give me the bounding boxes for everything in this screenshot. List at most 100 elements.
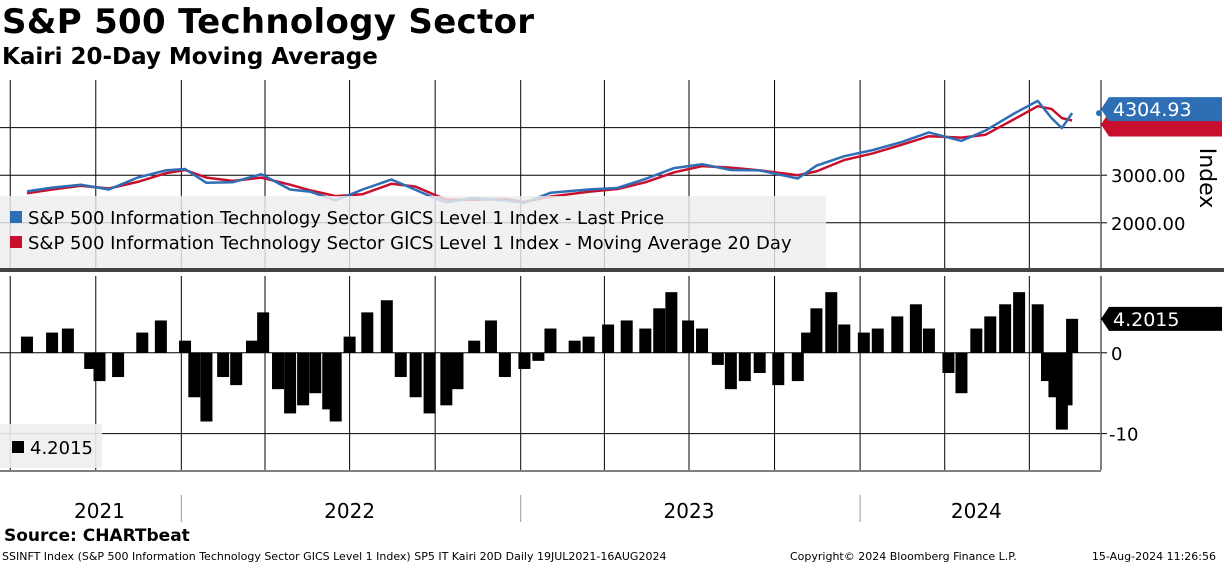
legend-item-moving-average: S&P 500 Information Technology Sector GI… bbox=[10, 233, 792, 254]
kairi-bar bbox=[468, 340, 481, 353]
kairi-bar bbox=[724, 352, 737, 390]
kairi-bar bbox=[20, 336, 33, 353]
legend-item-last-price: S&P 500 Information Technology Sector GI… bbox=[10, 208, 664, 229]
axes: 3000.00 2000.00 Index 0 -10 2021 2022 2023 2024 4… bbox=[0, 80, 1224, 523]
kairi-bar bbox=[61, 328, 74, 353]
kairi-bar bbox=[602, 324, 615, 353]
kairi-bar bbox=[112, 352, 125, 378]
kairi-bar bbox=[518, 352, 531, 369]
kairi-bar bbox=[984, 316, 997, 353]
kairi-bar bbox=[84, 352, 97, 369]
kairi-legend: 4.2015 bbox=[0, 424, 102, 468]
legend-label-kairi: 4.2015 bbox=[30, 438, 93, 459]
kairi-bar bbox=[309, 352, 322, 394]
kairi-bar bbox=[46, 332, 59, 353]
x-tick-label: 2021 bbox=[74, 499, 125, 523]
legend-label-last-price: S&P 500 Information Technology Sector GI… bbox=[28, 208, 665, 229]
kairi-bar bbox=[93, 352, 106, 382]
kairi-bar bbox=[955, 352, 968, 394]
kairi-bar bbox=[999, 304, 1012, 353]
kairi-bar bbox=[891, 316, 904, 353]
kairi-bar bbox=[409, 352, 422, 398]
kairi-bar bbox=[568, 340, 581, 353]
kairi-bar bbox=[154, 320, 167, 353]
kairi-bar bbox=[582, 336, 595, 353]
y-tick-label: 3000.00 bbox=[1111, 166, 1185, 187]
last-price-value: 4304.93 bbox=[1113, 99, 1192, 121]
kairi-bar bbox=[297, 352, 310, 406]
legend-swatch-moving-average bbox=[10, 236, 22, 248]
kairi-last-value-flag bbox=[1101, 306, 1222, 331]
y-axis-label: Index bbox=[1194, 148, 1219, 209]
kairi-bar bbox=[653, 308, 666, 353]
kairi-bar bbox=[838, 324, 851, 353]
legend-label-moving-average: S&P 500 Information Technology Sector GI… bbox=[28, 233, 792, 254]
kairi-bar bbox=[1060, 352, 1073, 406]
chart-title: S&P 500 Technology Sector bbox=[2, 2, 535, 42]
source-label: Source: CHARTbeat bbox=[4, 526, 190, 546]
x-tick-label: 2022 bbox=[324, 499, 375, 523]
kairi-bar bbox=[284, 352, 297, 414]
kairi-bar bbox=[329, 352, 342, 422]
kairi-bar bbox=[738, 352, 751, 382]
price-legend: S&P 500 Information Technology Sector GI… bbox=[0, 196, 826, 268]
gridlines bbox=[0, 80, 1100, 470]
kairi-bar bbox=[257, 312, 270, 353]
kairi-bar bbox=[179, 340, 192, 353]
kairi-bar bbox=[343, 336, 356, 353]
kairi-bar bbox=[871, 328, 884, 353]
kairi-last-value: 4.2015 bbox=[1113, 309, 1179, 331]
kairi-bar bbox=[772, 352, 785, 386]
kairi-bar bbox=[245, 340, 258, 353]
kairi-bar bbox=[665, 292, 678, 353]
x-tick-label: 2023 bbox=[664, 499, 715, 523]
kairi-bar bbox=[394, 352, 407, 378]
footer-timestamp: 15-Aug-2024 11:26:56 bbox=[1091, 550, 1216, 563]
kairi-bar bbox=[544, 328, 557, 353]
kairi-bar bbox=[136, 332, 149, 353]
panel-divider bbox=[0, 268, 1224, 272]
footer-description: SSINFT Index (S&P 500 Information Techno… bbox=[2, 550, 667, 563]
kairi-bar bbox=[498, 352, 511, 378]
legend-item-kairi: 4.2015 bbox=[12, 438, 93, 459]
kairi-bar-series bbox=[20, 292, 1079, 430]
kairi-bar bbox=[801, 332, 814, 353]
kairi-bar bbox=[361, 312, 374, 353]
kairi-bar bbox=[696, 328, 709, 353]
kairi-bar bbox=[857, 332, 870, 353]
kairi-bar bbox=[1013, 292, 1026, 353]
kairi-bar bbox=[682, 320, 695, 353]
ma-line-path bbox=[26, 104, 1073, 204]
price-line-path bbox=[26, 99, 1074, 205]
kairi-bar bbox=[1031, 304, 1044, 353]
kairi-bar bbox=[942, 352, 955, 373]
kairi-bar bbox=[272, 352, 285, 390]
kairi-bar bbox=[423, 352, 436, 414]
kairi-bar bbox=[440, 352, 453, 406]
legend-swatch-last-price bbox=[10, 211, 22, 223]
kairi-bar bbox=[791, 352, 804, 382]
kairi-bar bbox=[451, 352, 464, 390]
y-tick-label: 2000.00 bbox=[1111, 214, 1185, 235]
kairi-bar bbox=[711, 352, 724, 365]
x-tick-label: 2024 bbox=[951, 499, 1002, 523]
last-price-marker bbox=[1096, 110, 1102, 117]
kairi-bar bbox=[188, 352, 201, 398]
kairi-bar bbox=[484, 320, 497, 353]
kairi-bar bbox=[753, 352, 766, 373]
legend-swatch-kairi bbox=[12, 441, 24, 453]
kairi-bar bbox=[909, 304, 922, 353]
footer-copyright: Copyright© 2024 Bloomberg Finance L.P. bbox=[790, 550, 1017, 563]
y-tick-label: 0 bbox=[1111, 344, 1122, 365]
kairi-bar bbox=[532, 352, 545, 361]
last-price-series bbox=[26, 99, 1074, 205]
kairi-bar bbox=[380, 300, 393, 353]
chart-subtitle: Kairi 20-Day Moving Average bbox=[2, 44, 378, 70]
last-price-value-flag bbox=[1101, 97, 1222, 122]
kairi-bar bbox=[200, 352, 213, 422]
kairi-bar bbox=[1066, 318, 1079, 353]
kairi-bar bbox=[825, 292, 838, 353]
kairi-bar bbox=[620, 320, 633, 353]
kairi-bar bbox=[810, 308, 823, 353]
